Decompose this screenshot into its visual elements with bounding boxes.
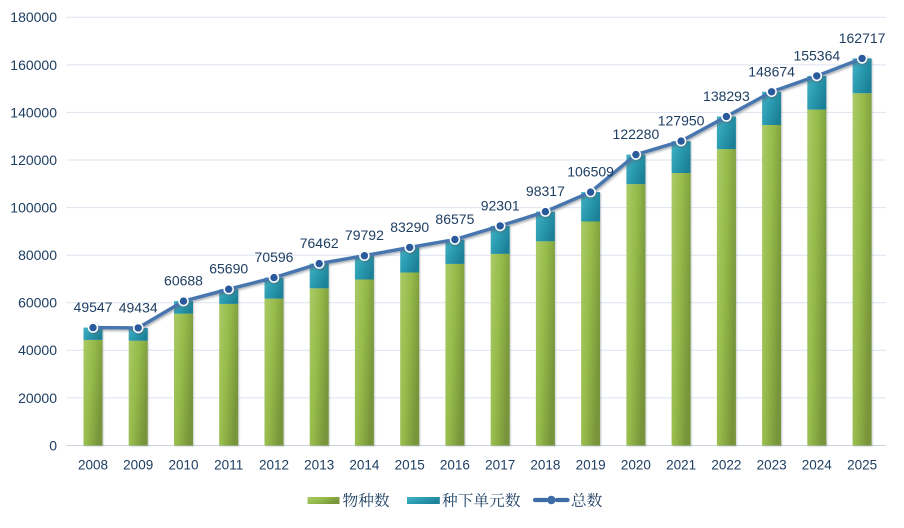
svg-text:140000: 140000 [10, 104, 57, 120]
svg-text:2011: 2011 [214, 458, 243, 473]
svg-text:0: 0 [49, 437, 57, 453]
svg-text:92301: 92301 [481, 197, 520, 213]
svg-text:20000: 20000 [18, 390, 57, 406]
svg-text:162717: 162717 [839, 30, 886, 46]
svg-text:2025: 2025 [847, 458, 877, 473]
svg-text:60000: 60000 [18, 295, 57, 311]
svg-text:2013: 2013 [304, 458, 334, 473]
svg-text:2023: 2023 [757, 458, 787, 473]
svg-text:2012: 2012 [259, 458, 289, 473]
svg-text:49547: 49547 [74, 299, 113, 315]
svg-text:2018: 2018 [530, 458, 560, 473]
svg-text:148674: 148674 [748, 63, 795, 79]
svg-text:100000: 100000 [10, 200, 57, 216]
svg-text:122280: 122280 [613, 126, 660, 142]
svg-text:106509: 106509 [567, 164, 614, 180]
svg-text:2020: 2020 [621, 458, 651, 473]
svg-text:2014: 2014 [349, 458, 380, 473]
svg-text:2016: 2016 [440, 458, 470, 473]
svg-text:127950: 127950 [658, 113, 705, 129]
svg-text:80000: 80000 [18, 247, 57, 263]
svg-text:2009: 2009 [123, 458, 153, 473]
svg-text:65690: 65690 [209, 261, 248, 277]
svg-text:2021: 2021 [666, 458, 696, 473]
svg-text:79792: 79792 [345, 227, 384, 243]
svg-text:120000: 120000 [10, 152, 57, 168]
svg-text:2022: 2022 [711, 458, 741, 473]
svg-text:160000: 160000 [10, 57, 57, 73]
svg-text:76462: 76462 [300, 235, 339, 251]
svg-text:2010: 2010 [168, 458, 198, 473]
svg-text:138293: 138293 [703, 88, 750, 104]
svg-text:98317: 98317 [526, 183, 565, 199]
svg-text:180000: 180000 [10, 9, 57, 25]
svg-text:2017: 2017 [485, 458, 515, 473]
svg-text:2008: 2008 [78, 458, 108, 473]
svg-text:70596: 70596 [255, 249, 294, 265]
svg-text:49434: 49434 [119, 299, 158, 315]
svg-text:2015: 2015 [395, 458, 425, 473]
svg-text:155364: 155364 [793, 47, 840, 63]
svg-text:2019: 2019 [576, 458, 606, 473]
svg-text:86575: 86575 [435, 211, 474, 227]
svg-text:2024: 2024 [802, 458, 833, 473]
svg-text:60688: 60688 [164, 273, 203, 289]
svg-text:83290: 83290 [390, 219, 429, 235]
svg-text:40000: 40000 [18, 342, 57, 358]
